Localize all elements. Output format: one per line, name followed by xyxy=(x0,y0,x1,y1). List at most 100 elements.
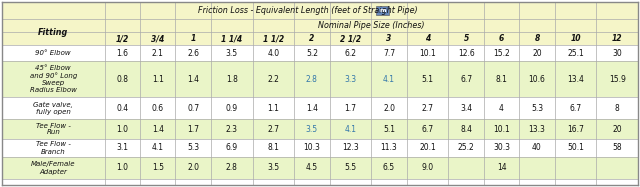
Text: 2.7: 2.7 xyxy=(268,125,280,134)
Text: 6.7: 6.7 xyxy=(570,103,582,113)
Text: 25.1: 25.1 xyxy=(567,48,584,57)
Text: 12.6: 12.6 xyxy=(458,48,474,57)
Text: Tee Flow -
Run: Tee Flow - Run xyxy=(36,122,71,136)
Text: 2.7: 2.7 xyxy=(422,103,433,113)
Text: 45° Elbow
and 90° Long
Sweep
Radius Elbow: 45° Elbow and 90° Long Sweep Radius Elbo… xyxy=(29,65,77,93)
Text: 8.1: 8.1 xyxy=(268,143,279,153)
Bar xyxy=(2,19,104,45)
Text: 4.1: 4.1 xyxy=(383,74,395,84)
Text: 2.6: 2.6 xyxy=(187,48,199,57)
Text: 58: 58 xyxy=(612,143,622,153)
Bar xyxy=(2,61,638,97)
Text: 5.3: 5.3 xyxy=(187,143,199,153)
Text: 3/4: 3/4 xyxy=(151,34,164,43)
Text: 5.3: 5.3 xyxy=(531,103,543,113)
Text: 12.3: 12.3 xyxy=(342,143,359,153)
Text: 0.9: 0.9 xyxy=(226,103,238,113)
Text: 1.0: 1.0 xyxy=(116,163,128,172)
Text: 4.1: 4.1 xyxy=(152,143,164,153)
Text: 9.0: 9.0 xyxy=(422,163,434,172)
Text: 1.1: 1.1 xyxy=(268,103,279,113)
Text: 6.2: 6.2 xyxy=(344,48,356,57)
Text: 25.2: 25.2 xyxy=(458,143,474,153)
Text: 3.1: 3.1 xyxy=(116,143,128,153)
Text: 20: 20 xyxy=(532,48,542,57)
Text: 2.8: 2.8 xyxy=(306,74,318,84)
Text: 1.7: 1.7 xyxy=(187,125,199,134)
Text: 6.9: 6.9 xyxy=(226,143,238,153)
Text: 20: 20 xyxy=(612,125,622,134)
Text: 15.9: 15.9 xyxy=(609,74,626,84)
Text: 1.4: 1.4 xyxy=(187,74,199,84)
Bar xyxy=(2,2,638,19)
Text: 1 1/2: 1 1/2 xyxy=(263,34,284,43)
Text: 2.1: 2.1 xyxy=(152,48,164,57)
Text: 8.1: 8.1 xyxy=(495,74,508,84)
Text: 2: 2 xyxy=(309,34,314,43)
Text: Nominal Pipe Size (Inches): Nominal Pipe Size (Inches) xyxy=(318,21,424,30)
Text: 2 1/2: 2 1/2 xyxy=(340,34,361,43)
Bar xyxy=(2,97,638,119)
Text: Gate valve,
fully open: Gate valve, fully open xyxy=(33,101,73,115)
Text: 13.4: 13.4 xyxy=(567,74,584,84)
Text: 3.5: 3.5 xyxy=(268,163,280,172)
Text: 30.3: 30.3 xyxy=(493,143,510,153)
Text: 13.3: 13.3 xyxy=(529,125,545,134)
Text: 15.2: 15.2 xyxy=(493,48,510,57)
Text: Fitting: Fitting xyxy=(38,27,68,36)
Text: 1.4: 1.4 xyxy=(306,103,318,113)
Text: 6.7: 6.7 xyxy=(460,74,472,84)
Bar xyxy=(2,139,638,157)
Text: 1.4: 1.4 xyxy=(152,125,164,134)
Text: 8.4: 8.4 xyxy=(460,125,472,134)
Text: 5.1: 5.1 xyxy=(422,74,433,84)
Text: 10: 10 xyxy=(570,34,580,43)
Text: 6.7: 6.7 xyxy=(422,125,434,134)
Text: 1.0: 1.0 xyxy=(116,125,128,134)
Text: 1.8: 1.8 xyxy=(226,74,237,84)
Text: 0.7: 0.7 xyxy=(187,103,199,113)
Text: 50.1: 50.1 xyxy=(567,143,584,153)
Text: 40: 40 xyxy=(532,143,542,153)
Text: 4.1: 4.1 xyxy=(344,125,356,134)
Text: 3.5: 3.5 xyxy=(306,125,318,134)
Text: 10.1: 10.1 xyxy=(493,125,510,134)
Text: 90° Elbow: 90° Elbow xyxy=(35,50,71,56)
Text: 4: 4 xyxy=(425,34,430,43)
Text: 2.0: 2.0 xyxy=(383,103,395,113)
Text: 1 1/4: 1 1/4 xyxy=(221,34,243,43)
Text: 0.6: 0.6 xyxy=(152,103,164,113)
Text: Tee Flow -
Branch: Tee Flow - Branch xyxy=(36,142,71,154)
Text: 11.3: 11.3 xyxy=(381,143,397,153)
Text: 5.2: 5.2 xyxy=(306,48,318,57)
Text: Male/Female
Adapter: Male/Female Adapter xyxy=(31,161,76,175)
Text: 10.1: 10.1 xyxy=(419,48,436,57)
Bar xyxy=(2,32,638,45)
Text: 3.3: 3.3 xyxy=(344,74,356,84)
Text: 20.1: 20.1 xyxy=(419,143,436,153)
Text: 2.2: 2.2 xyxy=(268,74,279,84)
Text: 1: 1 xyxy=(191,34,196,43)
Text: 0.8: 0.8 xyxy=(116,74,128,84)
Text: 7.7: 7.7 xyxy=(383,48,395,57)
Text: 4.0: 4.0 xyxy=(268,48,280,57)
Text: 4.5: 4.5 xyxy=(306,163,318,172)
Bar xyxy=(2,19,638,32)
Text: 5.1: 5.1 xyxy=(383,125,395,134)
Text: 1.5: 1.5 xyxy=(152,163,164,172)
Text: 10.3: 10.3 xyxy=(303,143,321,153)
Text: 3: 3 xyxy=(387,34,392,43)
Text: 6: 6 xyxy=(499,34,504,43)
Text: 16.7: 16.7 xyxy=(567,125,584,134)
Text: 2.8: 2.8 xyxy=(226,163,237,172)
Bar xyxy=(2,119,638,139)
Text: 1.1: 1.1 xyxy=(152,74,164,84)
Text: 2.3: 2.3 xyxy=(226,125,237,134)
Text: 0.4: 0.4 xyxy=(116,103,129,113)
Bar xyxy=(2,45,638,61)
Bar xyxy=(376,5,389,15)
Text: 1/2: 1/2 xyxy=(116,34,129,43)
Text: 3.4: 3.4 xyxy=(460,103,472,113)
Bar xyxy=(2,157,638,179)
Text: 12: 12 xyxy=(612,34,623,43)
